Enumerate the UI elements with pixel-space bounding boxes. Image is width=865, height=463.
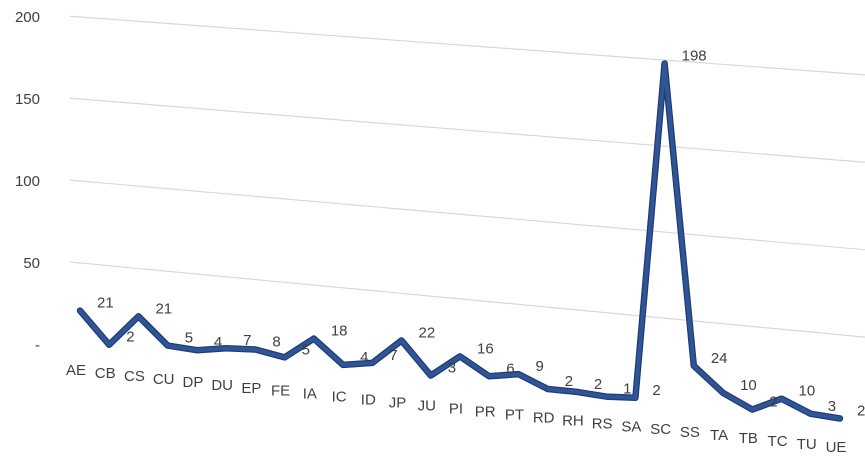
data-label: 7	[243, 332, 251, 349]
data-label: 9	[535, 358, 543, 375]
y-tick-label: -	[35, 337, 40, 354]
x-tick-label: EP	[241, 380, 261, 397]
data-label: 6	[506, 360, 514, 377]
x-tick-label: JU	[418, 398, 436, 415]
data-label: 2	[126, 329, 134, 346]
data-label: 7	[389, 347, 397, 364]
x-tick-label: SA	[621, 418, 641, 435]
data-label: 2	[857, 403, 865, 420]
x-tick-label: PT	[505, 406, 524, 423]
data-label: 16	[477, 340, 494, 357]
x-tick-label: UE	[826, 439, 847, 456]
x-tick-label: DU	[211, 377, 233, 394]
x-tick-label: PI	[449, 401, 463, 418]
x-tick-label: RS	[592, 415, 613, 432]
x-tick-label: PR	[475, 403, 496, 420]
data-label: 10	[740, 377, 757, 394]
gridlines	[69, 15, 865, 338]
gridline	[69, 15, 865, 76]
x-tick-label: TC	[768, 433, 788, 450]
data-label: 2	[769, 394, 777, 411]
data-label: 5	[302, 341, 310, 358]
y-tick-label: 150	[15, 91, 40, 108]
data-label: 3	[828, 398, 836, 415]
x-tick-label: RH	[562, 412, 584, 429]
data-label: 1	[623, 381, 631, 398]
x-tick-label: TU	[797, 436, 817, 453]
data-label: 4	[214, 334, 222, 351]
x-tick-label: SS	[680, 424, 700, 441]
x-tick-label: ID	[361, 392, 376, 409]
x-tick-label: AE	[66, 362, 86, 379]
x-tick-label: IA	[303, 386, 317, 403]
data-label: 8	[272, 333, 280, 350]
data-label: 198	[682, 48, 707, 65]
x-tick-label: IC	[332, 389, 347, 406]
gridline	[69, 179, 865, 251]
x-tick-label: SC	[650, 421, 671, 438]
data-label: 3	[448, 359, 456, 376]
x-tick-label: CU	[153, 371, 175, 388]
gridline	[69, 97, 865, 163]
y-tick-label: 100	[15, 173, 40, 190]
x-tick-label: DP	[183, 374, 204, 391]
gridline	[69, 261, 865, 338]
x-tick-label: CB	[95, 365, 116, 382]
data-label: 18	[331, 323, 348, 340]
data-label: 4	[360, 349, 368, 366]
y-axis-ticks: - 50 100 150 200	[15, 9, 40, 354]
x-tick-label: JP	[389, 395, 407, 412]
data-label: 5	[185, 330, 193, 347]
x-tick-label: TA	[710, 427, 728, 444]
data-label: 2	[594, 376, 602, 393]
x-tick-label: FE	[271, 383, 290, 400]
data-label: 2	[565, 373, 573, 390]
y-tick-label: 50	[23, 255, 40, 272]
x-tick-label: CS	[124, 368, 145, 385]
x-tick-label: RD	[533, 409, 555, 426]
data-label: 24	[711, 350, 728, 367]
data-label: 21	[155, 300, 172, 317]
data-label: 10	[799, 383, 816, 400]
series-line-layer	[76, 60, 844, 422]
data-label: 21	[97, 295, 114, 312]
data-label: 2	[652, 382, 660, 399]
x-tick-label: TB	[739, 430, 758, 447]
series-line	[78, 61, 842, 421]
y-tick-label: 200	[15, 9, 40, 26]
data-label: 22	[419, 325, 436, 342]
x-axis-ticks: AE CB CS CU DP DU EP FE IA IC ID JP JU PI PR PT RD RH RS SA…	[66, 362, 846, 456]
